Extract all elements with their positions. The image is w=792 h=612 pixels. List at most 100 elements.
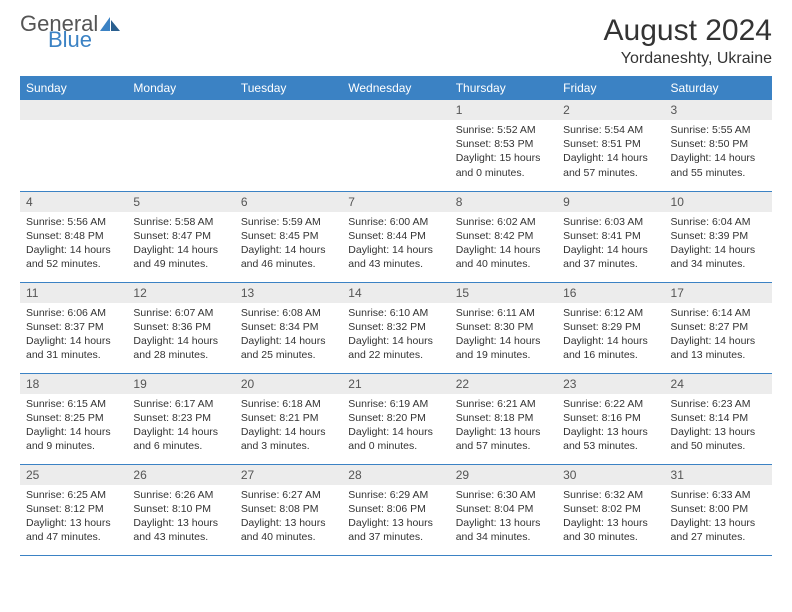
calendar-day-cell: 24Sunrise: 6:23 AMSunset: 8:14 PMDayligh… [665,373,772,464]
daylight-text: Daylight: 14 hours and 34 minutes. [671,243,766,271]
sunrise-text: Sunrise: 6:07 AM [133,306,228,320]
day-details: Sunrise: 6:02 AMSunset: 8:42 PMDaylight:… [450,212,557,275]
calendar-day-cell: 8Sunrise: 6:02 AMSunset: 8:42 PMDaylight… [450,191,557,282]
calendar-day-cell: 11Sunrise: 6:06 AMSunset: 8:37 PMDayligh… [20,282,127,373]
calendar-day-cell: 29Sunrise: 6:30 AMSunset: 8:04 PMDayligh… [450,464,557,555]
day-details: Sunrise: 6:22 AMSunset: 8:16 PMDaylight:… [557,394,664,457]
day-number: 22 [450,374,557,394]
sunset-text: Sunset: 8:42 PM [456,229,551,243]
logo-text-blue: Blue [48,30,120,50]
sunrise-text: Sunrise: 6:14 AM [671,306,766,320]
weekday-header: Tuesday [235,76,342,100]
sunset-text: Sunset: 8:10 PM [133,502,228,516]
calendar-week-row: 4Sunrise: 5:56 AMSunset: 8:48 PMDaylight… [20,191,772,282]
sunrise-text: Sunrise: 6:23 AM [671,397,766,411]
calendar-day-cell: 3Sunrise: 5:55 AMSunset: 8:50 PMDaylight… [665,100,772,191]
daylight-text: Daylight: 14 hours and 25 minutes. [241,334,336,362]
sunrise-text: Sunrise: 6:27 AM [241,488,336,502]
daylight-text: Daylight: 14 hours and 0 minutes. [348,425,443,453]
sunrise-text: Sunrise: 6:19 AM [348,397,443,411]
weekday-header: Friday [557,76,664,100]
calendar-day-cell [342,100,449,191]
sunrise-text: Sunrise: 6:22 AM [563,397,658,411]
sunset-text: Sunset: 8:30 PM [456,320,551,334]
daylight-text: Daylight: 15 hours and 0 minutes. [456,151,551,179]
daylight-text: Daylight: 13 hours and 40 minutes. [241,516,336,544]
day-number: 17 [665,283,772,303]
day-details: Sunrise: 5:58 AMSunset: 8:47 PMDaylight:… [127,212,234,275]
day-details: Sunrise: 5:59 AMSunset: 8:45 PMDaylight:… [235,212,342,275]
calendar-day-cell: 6Sunrise: 5:59 AMSunset: 8:45 PMDaylight… [235,191,342,282]
sunset-text: Sunset: 8:39 PM [671,229,766,243]
daylight-text: Daylight: 14 hours and 31 minutes. [26,334,121,362]
sunset-text: Sunset: 8:45 PM [241,229,336,243]
day-number: 4 [20,192,127,212]
day-number: 29 [450,465,557,485]
day-number: 25 [20,465,127,485]
sunrise-text: Sunrise: 6:10 AM [348,306,443,320]
calendar-day-cell [235,100,342,191]
sunrise-text: Sunrise: 6:29 AM [348,488,443,502]
day-number: 12 [127,283,234,303]
weekday-header: Sunday [20,76,127,100]
sunrise-text: Sunrise: 6:12 AM [563,306,658,320]
day-details: Sunrise: 6:33 AMSunset: 8:00 PMDaylight:… [665,485,772,548]
daylight-text: Daylight: 14 hours and 40 minutes. [456,243,551,271]
calendar-day-cell: 28Sunrise: 6:29 AMSunset: 8:06 PMDayligh… [342,464,449,555]
daylight-text: Daylight: 14 hours and 52 minutes. [26,243,121,271]
sunrise-text: Sunrise: 5:54 AM [563,123,658,137]
calendar-day-cell: 12Sunrise: 6:07 AMSunset: 8:36 PMDayligh… [127,282,234,373]
sunset-text: Sunset: 8:20 PM [348,411,443,425]
day-details: Sunrise: 6:30 AMSunset: 8:04 PMDaylight:… [450,485,557,548]
sunset-text: Sunset: 8:25 PM [26,411,121,425]
sunrise-text: Sunrise: 6:03 AM [563,215,658,229]
day-details: Sunrise: 6:32 AMSunset: 8:02 PMDaylight:… [557,485,664,548]
daylight-text: Daylight: 13 hours and 27 minutes. [671,516,766,544]
sunset-text: Sunset: 8:32 PM [348,320,443,334]
day-number: 18 [20,374,127,394]
sunset-text: Sunset: 8:08 PM [241,502,336,516]
day-number: 31 [665,465,772,485]
day-details: Sunrise: 6:10 AMSunset: 8:32 PMDaylight:… [342,303,449,366]
daylight-text: Daylight: 13 hours and 30 minutes. [563,516,658,544]
daylight-text: Daylight: 14 hours and 43 minutes. [348,243,443,271]
daylight-text: Daylight: 14 hours and 6 minutes. [133,425,228,453]
day-details: Sunrise: 6:17 AMSunset: 8:23 PMDaylight:… [127,394,234,457]
sunset-text: Sunset: 8:34 PM [241,320,336,334]
sunset-text: Sunset: 8:36 PM [133,320,228,334]
calendar-day-cell [127,100,234,191]
daylight-text: Daylight: 13 hours and 47 minutes. [26,516,121,544]
daylight-text: Daylight: 14 hours and 55 minutes. [671,151,766,179]
sunset-text: Sunset: 8:02 PM [563,502,658,516]
sunrise-text: Sunrise: 5:55 AM [671,123,766,137]
daylight-text: Daylight: 13 hours and 50 minutes. [671,425,766,453]
day-number: 16 [557,283,664,303]
calendar-day-cell: 16Sunrise: 6:12 AMSunset: 8:29 PMDayligh… [557,282,664,373]
day-number: 5 [127,192,234,212]
day-details: Sunrise: 5:56 AMSunset: 8:48 PMDaylight:… [20,212,127,275]
day-number: 6 [235,192,342,212]
calendar-week-row: 25Sunrise: 6:25 AMSunset: 8:12 PMDayligh… [20,464,772,555]
calendar-table: Sunday Monday Tuesday Wednesday Thursday… [20,76,772,556]
weekday-header-row: Sunday Monday Tuesday Wednesday Thursday… [20,76,772,100]
sunset-text: Sunset: 8:16 PM [563,411,658,425]
sunrise-text: Sunrise: 6:11 AM [456,306,551,320]
calendar-week-row: 11Sunrise: 6:06 AMSunset: 8:37 PMDayligh… [20,282,772,373]
daylight-text: Daylight: 14 hours and 57 minutes. [563,151,658,179]
day-details: Sunrise: 6:23 AMSunset: 8:14 PMDaylight:… [665,394,772,457]
calendar-day-cell: 25Sunrise: 6:25 AMSunset: 8:12 PMDayligh… [20,464,127,555]
day-number: 21 [342,374,449,394]
weekday-header: Thursday [450,76,557,100]
daylight-text: Daylight: 14 hours and 46 minutes. [241,243,336,271]
day-number: 9 [557,192,664,212]
sunrise-text: Sunrise: 6:21 AM [456,397,551,411]
calendar-day-cell: 30Sunrise: 6:32 AMSunset: 8:02 PMDayligh… [557,464,664,555]
calendar-week-row: 18Sunrise: 6:15 AMSunset: 8:25 PMDayligh… [20,373,772,464]
calendar-day-cell: 17Sunrise: 6:14 AMSunset: 8:27 PMDayligh… [665,282,772,373]
sunrise-text: Sunrise: 6:06 AM [26,306,121,320]
day-number: 15 [450,283,557,303]
calendar-day-cell: 2Sunrise: 5:54 AMSunset: 8:51 PMDaylight… [557,100,664,191]
sunset-text: Sunset: 8:18 PM [456,411,551,425]
sunset-text: Sunset: 8:12 PM [26,502,121,516]
sunset-text: Sunset: 8:29 PM [563,320,658,334]
